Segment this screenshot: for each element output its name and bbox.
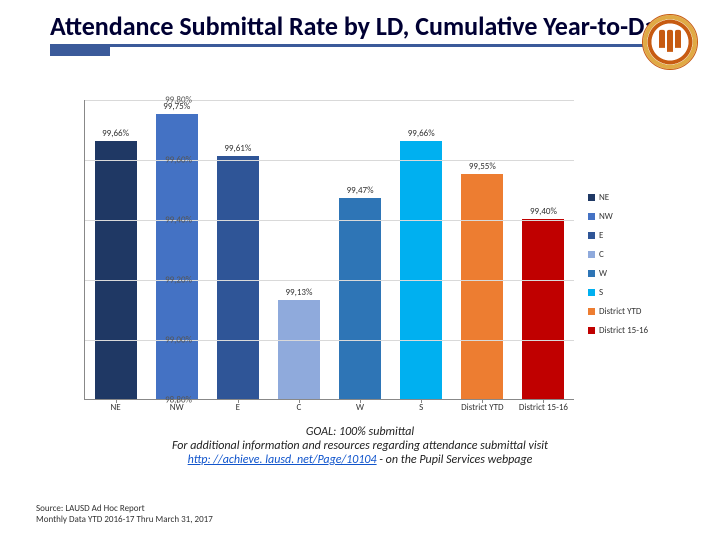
grid-line xyxy=(85,280,574,281)
attendance-chart: 99,66%NE99,75%NW99,61%E99,13%C99,47%W99,… xyxy=(36,100,686,430)
legend-label: E xyxy=(599,230,603,241)
bar-DistrictYTD: 99,55%District YTD xyxy=(461,174,503,399)
legend-label: S xyxy=(599,287,603,298)
legend-item: S xyxy=(588,287,648,298)
legend-swatch xyxy=(588,270,595,277)
legend-item: W xyxy=(588,268,648,279)
legend-swatch xyxy=(588,289,595,296)
y-axis-tick: 99,80% xyxy=(165,95,192,106)
y-axis-tick: 99,60% xyxy=(165,155,192,166)
bar-value-label: 99,66% xyxy=(102,128,129,139)
y-axis-tick: 98,80% xyxy=(165,395,192,406)
tick-mark xyxy=(543,399,544,403)
tick-mark xyxy=(116,399,117,403)
y-axis-tick: 99,20% xyxy=(165,275,192,286)
bar-value-label: 99,66% xyxy=(408,128,435,139)
grid-line xyxy=(85,100,574,101)
footer-info: For additional information and resources… xyxy=(0,439,720,467)
footer-link[interactable]: http: //achieve. lausd. net/Page/10104 xyxy=(188,453,377,467)
x-axis-tick: E xyxy=(236,402,240,413)
bar-C: 99,13%C xyxy=(278,300,320,399)
bar-rect xyxy=(278,300,320,399)
header: Attendance Submittal Rate by LD, Cumulat… xyxy=(0,0,720,56)
bar-rect xyxy=(95,141,137,399)
x-axis-tick: NE xyxy=(110,402,120,413)
bar-value-label: 99,13% xyxy=(285,287,312,298)
bar-rect xyxy=(400,141,442,399)
legend-item: NE xyxy=(588,192,648,203)
bar-value-label: 99,61% xyxy=(224,143,251,154)
tick-mark xyxy=(299,399,300,403)
tick-mark xyxy=(360,399,361,403)
footer-post: - on the Pupil Services webpage xyxy=(379,453,532,467)
legend-item: NW xyxy=(588,211,648,222)
source-citation: Source: LAUSD Ad Hoc Report Monthly Data… xyxy=(36,504,213,526)
x-axis-tick: S xyxy=(419,402,423,413)
legend-swatch xyxy=(588,213,595,220)
tick-mark xyxy=(482,399,483,403)
legend-item: District YTD xyxy=(588,306,648,317)
footer-pre: For additional information and resources… xyxy=(172,439,548,453)
bar-rect xyxy=(522,219,564,399)
bar-rect xyxy=(217,156,259,399)
bar-rect xyxy=(339,198,381,399)
legend-label: C xyxy=(599,249,604,260)
chart-bars: 99,66%NE99,75%NW99,61%E99,13%C99,47%W99,… xyxy=(85,100,574,399)
legend-swatch xyxy=(588,232,595,239)
legend-item: E xyxy=(588,230,648,241)
legend-label: District YTD xyxy=(599,306,641,317)
legend-label: District 15-16 xyxy=(599,325,648,336)
legend-label: NW xyxy=(599,211,613,222)
bar-rect xyxy=(461,174,503,399)
legend-swatch xyxy=(588,308,595,315)
accent-bar xyxy=(50,46,110,56)
bar-NE: 99,66%NE xyxy=(95,141,137,399)
grid-line xyxy=(85,160,574,161)
page-title: Attendance Submittal Rate by LD, Cumulat… xyxy=(50,12,679,47)
goal-text: GOAL: 100% submittal xyxy=(0,425,720,439)
district-seal-logo xyxy=(642,14,698,70)
bar-value-label: 99,55% xyxy=(469,161,496,172)
tick-mark xyxy=(421,399,422,403)
chart-legend: NE NW ECWS District YTD District 15-16 xyxy=(588,192,648,344)
bar-E: 99,61%E xyxy=(217,156,259,399)
source-line2: Monthly Data YTD 2016-17 Thru March 31, … xyxy=(36,515,213,526)
x-axis-tick: C xyxy=(297,402,302,413)
bar-value-label: 99,47% xyxy=(347,185,374,196)
bar-W: 99,47%W xyxy=(339,198,381,399)
y-axis-tick: 99,40% xyxy=(165,215,192,226)
bar-District1516: 99,40%District 15-16 xyxy=(522,219,564,399)
legend-item: C xyxy=(588,249,648,260)
legend-swatch xyxy=(588,194,595,201)
legend-item: District 15-16 xyxy=(588,325,648,336)
x-axis-tick: District YTD xyxy=(461,402,503,413)
legend-swatch xyxy=(588,251,595,258)
legend-label: W xyxy=(599,268,607,279)
x-axis-tick: District 15-16 xyxy=(519,402,568,413)
footer-notes: GOAL: 100% submittal For additional info… xyxy=(0,425,720,467)
legend-swatch xyxy=(588,327,595,334)
y-axis-tick: 99,00% xyxy=(165,335,192,346)
bar-S: 99,66%S xyxy=(400,141,442,399)
legend-label: NE xyxy=(599,192,609,203)
x-axis-tick: W xyxy=(356,402,364,413)
grid-line xyxy=(85,340,574,341)
bar-value-label: 99,40% xyxy=(530,206,557,217)
chart-plot: 99,66%NE99,75%NW99,61%E99,13%C99,47%W99,… xyxy=(84,100,574,400)
grid-line xyxy=(85,220,574,221)
tick-mark xyxy=(238,399,239,403)
